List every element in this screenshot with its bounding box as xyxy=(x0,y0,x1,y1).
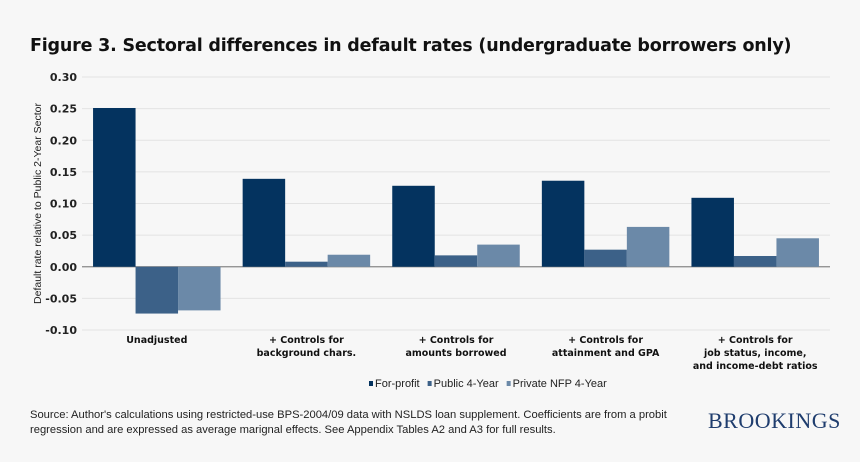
legend-swatch xyxy=(506,381,511,386)
x-category-label: amounts borrowed xyxy=(405,348,506,359)
x-category-label: + Controls for xyxy=(419,335,494,346)
brookings-logo: BROOKINGS xyxy=(708,408,841,433)
bar-public-4-year xyxy=(584,249,627,267)
y-tick-label: 0.20 xyxy=(50,134,77,147)
y-tick-label: 0.25 xyxy=(50,103,77,116)
bar-public-4-year xyxy=(135,266,179,314)
y-tick-label: 0.30 xyxy=(50,71,77,84)
bar-private-nfp-4-year xyxy=(327,254,371,267)
x-category-label: Unadjusted xyxy=(126,335,187,346)
x-category-label: background chars. xyxy=(257,348,357,359)
legend-swatch xyxy=(427,381,432,386)
bar-for-profit xyxy=(93,107,136,267)
y-tick-label: 0.05 xyxy=(50,229,77,242)
bar-private-nfp-4-year xyxy=(178,266,221,311)
y-tick-label: -0.10 xyxy=(45,324,77,337)
bar-for-profit xyxy=(242,178,286,267)
source-note: Source: Author's calculations using rest… xyxy=(30,409,667,436)
legend-swatch xyxy=(369,381,373,386)
bar-public-4-year xyxy=(285,261,328,267)
y-axis-label: Default rate relative to Public 2-Year S… xyxy=(32,103,44,304)
y-tick-label: 0.00 xyxy=(50,261,77,274)
x-category-label: + Controls for xyxy=(568,335,643,346)
legend-label: Private NFP 4-Year xyxy=(513,378,607,390)
bar-chart: 0.30 0.25 0.20 0.15 0.10 0.05 0.00 -0.05 -0.10 De… xyxy=(32,71,830,390)
x-category-label: job status, income, xyxy=(703,348,807,359)
bar-public-4-year xyxy=(733,255,777,267)
bar-private-nfp-4-year xyxy=(626,226,670,267)
x-category-label: attainment and GPA xyxy=(552,348,660,359)
chart-title: Figure 3. Sectoral differences in defaul… xyxy=(30,36,792,56)
bar-for-profit xyxy=(541,180,585,267)
bar-public-4-year xyxy=(434,255,478,267)
legend-label: For-profit xyxy=(375,378,420,390)
bar-private-nfp-4-year xyxy=(477,244,520,267)
legend-label: Public 4-Year xyxy=(434,378,499,390)
y-tick-label: 0.15 xyxy=(50,166,77,179)
x-category-label: + Controls for xyxy=(269,335,344,346)
bar-private-nfp-4-year xyxy=(776,238,819,267)
y-tick-label: -0.05 xyxy=(45,292,77,305)
bar-for-profit xyxy=(392,185,435,267)
bar-for-profit xyxy=(691,197,734,267)
x-category-label: + Controls for xyxy=(718,335,793,346)
x-category-label: and income-debt ratios xyxy=(693,361,818,372)
y-tick-label: 0.10 xyxy=(50,198,77,211)
